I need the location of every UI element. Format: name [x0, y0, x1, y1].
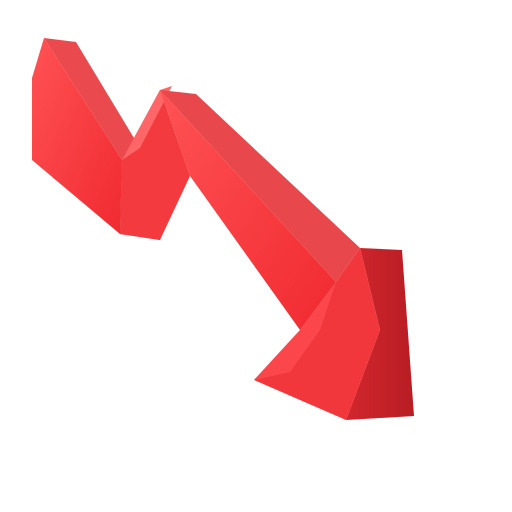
arrow-segment-1-face	[32, 38, 122, 234]
arrow-segment-2-top	[122, 86, 172, 160]
arrow-segment-2-face	[120, 90, 190, 240]
arrowhead-side	[346, 248, 414, 420]
arrow-segment-1-top	[44, 38, 140, 160]
arrow-segment-3-face	[160, 90, 336, 330]
arrow-segment-3-top	[160, 90, 360, 282]
arrowhead-highlight	[254, 282, 336, 380]
